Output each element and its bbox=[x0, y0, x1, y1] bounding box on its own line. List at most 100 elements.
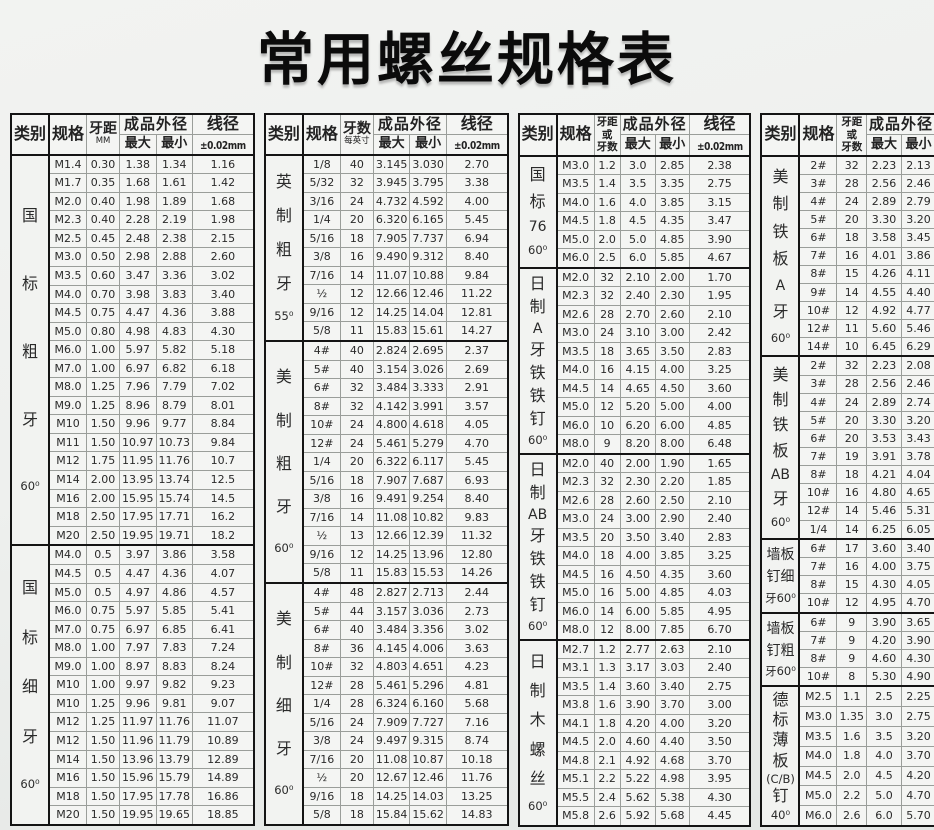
pitch-cell: 14 bbox=[836, 501, 867, 521]
pitch-cell: 2.00 bbox=[86, 470, 121, 490]
od-min-cell: 2.60 bbox=[654, 304, 690, 325]
pitch-cell: 2.6 bbox=[836, 805, 867, 827]
spec-cell: M20 bbox=[48, 525, 88, 546]
spec-cell: M6.0 bbox=[556, 415, 595, 436]
pitch-cell: 10 bbox=[836, 337, 867, 357]
spec-cell: M1.4 bbox=[48, 153, 88, 175]
table-row: M3.5 0.60 3.47 3.36 3.02 bbox=[11, 266, 255, 286]
wire-cell: 3.60 bbox=[688, 564, 751, 585]
col-header-category: 类别 bbox=[760, 113, 801, 157]
wire-cell: 4.30 bbox=[192, 321, 255, 342]
category-label-line: 牙 bbox=[275, 273, 292, 293]
od-min-cell: 4.618 bbox=[409, 415, 447, 435]
table-row: 5#203.303.202.60 bbox=[761, 210, 934, 230]
od-max-cell: 9.97 bbox=[119, 675, 157, 695]
category-label-lines: 墙板 钉细 牙60⁰ bbox=[764, 541, 796, 611]
pitch-cell: 20 bbox=[339, 749, 374, 770]
wire-cell: 4.57 bbox=[192, 582, 255, 603]
spec-cell: 8# bbox=[798, 649, 838, 669]
wire-cell: 4.85 bbox=[688, 415, 751, 436]
pitch-cell: 1.35 bbox=[836, 706, 867, 728]
pitch-cell: 11 bbox=[339, 563, 374, 584]
od-max-cell: 6.97 bbox=[119, 619, 157, 640]
wire-cell: 1.68 bbox=[192, 191, 255, 212]
spec-cell: M4.0 bbox=[556, 360, 595, 380]
category-label: 日制木螺丝 60⁰ bbox=[518, 638, 558, 827]
spec-cell: 3/8 bbox=[302, 247, 341, 267]
spec-cell: 4# bbox=[798, 392, 838, 412]
spec-cell: M3.5 bbox=[48, 266, 88, 286]
table-row: M6.0 1.00 5.97 5.82 5.18 bbox=[11, 340, 255, 360]
table-row: M8.0 1.00 7.97 7.83 7.24 bbox=[11, 638, 255, 658]
table-row: 国标细牙 60⁰ M4.0 0.5 3.97 3.86 3.58 bbox=[10, 544, 255, 826]
spec-cell: M5.0 bbox=[556, 397, 595, 417]
pitch-cell: 1.6 bbox=[836, 726, 867, 747]
pitch-cell: 2.5 bbox=[593, 248, 621, 269]
category-label-line: 制 bbox=[275, 205, 292, 225]
pitch-cell: 1.00 bbox=[86, 638, 121, 658]
od-min-cell: 2.46 bbox=[901, 374, 934, 394]
pitch-cell: 18 bbox=[339, 470, 374, 491]
od-max-cell: 4.15 bbox=[619, 360, 656, 380]
od-min-cell: 5.00 bbox=[654, 397, 690, 417]
od-min-cell: 5.85 bbox=[155, 601, 194, 621]
od-min-cell: 4.006 bbox=[409, 638, 447, 659]
od-max-cell: 3.154 bbox=[372, 359, 411, 380]
od-max-cell: 5.97 bbox=[119, 601, 157, 621]
table-row: 1/4 28 6.324 6.160 5.68 bbox=[265, 694, 509, 714]
pitch-cell: 15 bbox=[836, 264, 867, 284]
table-row: 日制 AB 牙铁铁钉 60⁰ M2.0 40 2.00 1.90 1.65 bbox=[518, 452, 751, 641]
pitch-cell: 24 bbox=[339, 415, 374, 435]
pitch-cell: 1.50 bbox=[86, 805, 121, 826]
pitch-cell: 9 bbox=[836, 611, 867, 632]
spec-cell: 12# bbox=[302, 675, 341, 696]
table-row: M4.5 16 4.50 4.35 3.60 bbox=[519, 564, 751, 585]
spec-cell: M14 bbox=[48, 470, 88, 490]
table-row: M4.5 2.0 4.60 4.40 3.50 bbox=[519, 732, 751, 752]
category-label: 日制 A 牙铁铁钉 60⁰ bbox=[518, 266, 558, 455]
category-label-line: 螺 bbox=[529, 739, 546, 759]
od-min-cell: 6.29 bbox=[901, 337, 934, 357]
wire-cell: 3.88 bbox=[192, 303, 255, 323]
table-row: M4.5 0.75 4.47 4.36 3.88 bbox=[11, 303, 255, 323]
od-min-cell: 2.74 bbox=[901, 392, 934, 412]
od-min-cell: 4.36 bbox=[155, 303, 194, 323]
table-row: 3/16 24 4.732 4.592 4.00 bbox=[265, 191, 509, 212]
category-label-line: 薄 bbox=[772, 730, 789, 750]
pitch-cell: 17 bbox=[836, 537, 867, 559]
spec-cell: 8# bbox=[302, 396, 341, 417]
pitch-cell: 1.50 bbox=[86, 749, 121, 770]
pitch-cell: 1.3 bbox=[593, 658, 621, 678]
od-max-cell: 2.827 bbox=[372, 581, 411, 603]
category-label-line: 牙 bbox=[529, 340, 546, 360]
od-max-cell: 3.91 bbox=[865, 447, 903, 467]
category-label-line: 钉粗 bbox=[766, 642, 795, 659]
od-max-cell: 6.25 bbox=[865, 519, 903, 540]
od-max-cell: 9.490 bbox=[372, 247, 411, 267]
spec-cell: 5/16 bbox=[302, 228, 341, 249]
pitch-cell: 0.50 bbox=[86, 247, 121, 268]
category-label-lines: 墙板 钉粗 牙60⁰ bbox=[764, 615, 796, 685]
wire-cell: 12.5 bbox=[192, 470, 255, 490]
od-min-cell: 15.79 bbox=[155, 768, 194, 788]
category-label-line: 板 bbox=[772, 750, 789, 770]
table-row: M4.0 0.70 3.98 3.83 3.40 bbox=[11, 284, 255, 305]
spec-cell: 10# bbox=[798, 667, 838, 687]
wire-cell: 3.95 bbox=[688, 769, 751, 789]
wire-cell: 3.70 bbox=[688, 750, 751, 771]
od-min-cell: 8.00 bbox=[654, 434, 690, 455]
od-max-cell: 4.98 bbox=[119, 321, 157, 342]
od-max-cell: 11.96 bbox=[119, 730, 157, 751]
col-header-category: 类别 bbox=[518, 113, 558, 157]
table-row: M5.0 0.5 4.97 4.86 4.57 bbox=[11, 582, 255, 603]
category-label-line: 40⁰ bbox=[770, 807, 791, 822]
category-label-line: (C/B) bbox=[766, 771, 795, 786]
od-max-cell: 7.909 bbox=[372, 712, 411, 733]
page-title: 常用螺丝规格表 bbox=[257, 26, 677, 93]
table-row: 10#164.804.653.80 bbox=[761, 483, 934, 503]
pitch-cell: 19 bbox=[836, 447, 867, 467]
wire-cell: 1.16 bbox=[192, 153, 255, 175]
pitch-cell: 24 bbox=[339, 712, 374, 733]
col-header-wire-tolerance: ±0.02mm bbox=[192, 133, 255, 156]
